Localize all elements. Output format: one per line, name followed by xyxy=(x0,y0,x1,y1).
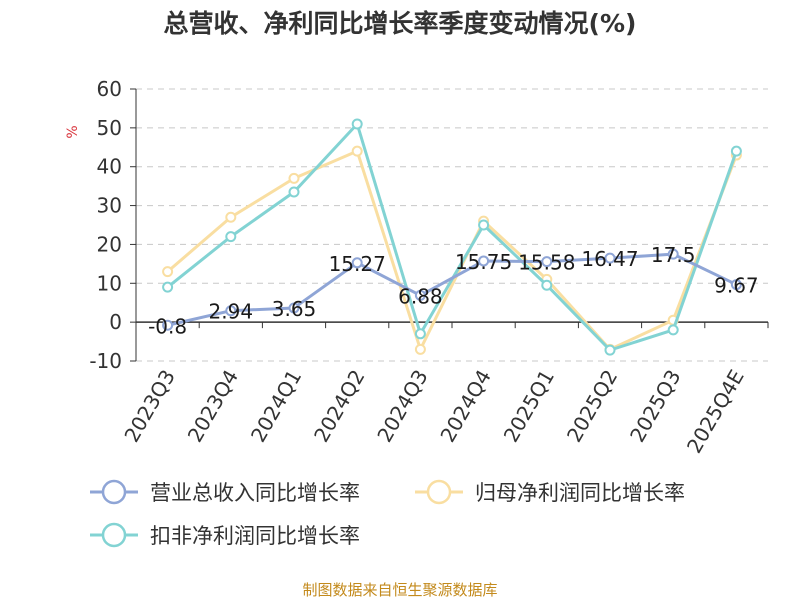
legend-marker-icon xyxy=(101,522,127,548)
data-point xyxy=(414,328,426,340)
data-point xyxy=(288,172,300,184)
y-tick-label: 60 xyxy=(97,77,122,101)
data-point xyxy=(541,279,553,291)
data-labels: -0.8 2.94 3.65 15.27 6.88 15.75 15.58 16.47 17.5… xyxy=(148,243,759,338)
legend-marker-icon xyxy=(426,479,452,505)
data-point xyxy=(667,248,679,260)
y-tick-label: 40 xyxy=(97,155,122,179)
series-lines xyxy=(162,118,742,356)
legend-item[interactable]: 归母净利润同比增长率 xyxy=(415,479,685,505)
y-tick-label: 10 xyxy=(97,271,122,295)
data-label: 2.94 xyxy=(209,300,254,324)
y-tick-label: 50 xyxy=(97,116,122,140)
legend-item[interactable]: 扣非净利润同比增长率 xyxy=(90,522,360,548)
data-point xyxy=(478,255,490,267)
series-line xyxy=(166,149,738,351)
x-tick-label: 2024Q2 xyxy=(309,366,369,447)
y-tick-label: -10 xyxy=(89,349,122,373)
x-tick-label: 2025Q2 xyxy=(562,366,622,447)
data-point xyxy=(667,324,679,336)
x-tick-label: 2025Q3 xyxy=(625,366,685,447)
x-tick-label: 2023Q4 xyxy=(183,366,243,447)
y-tick-label: 30 xyxy=(97,194,122,218)
data-point xyxy=(604,344,616,356)
data-point xyxy=(604,252,616,264)
data-label: 6.88 xyxy=(398,284,443,308)
chart-title: 总营收、净利同比增长率季度变动情况(%) xyxy=(164,9,637,38)
x-tick-label: 2025Q1 xyxy=(499,366,559,447)
data-point xyxy=(541,256,553,268)
source-note: 制图数据来自恒生聚源数据库 xyxy=(302,581,497,599)
data-point xyxy=(225,305,237,317)
data-point xyxy=(351,257,363,269)
data-label: 9.67 xyxy=(714,274,759,298)
y-axis-unit-label: % xyxy=(65,125,81,138)
x-tick-label: 2024Q4 xyxy=(435,366,495,447)
data-point xyxy=(225,211,237,223)
legend-label: 归母净利润同比增长率 xyxy=(475,481,685,505)
data-label: 15.58 xyxy=(518,251,575,275)
legend-label: 扣非净利润同比增长率 xyxy=(150,524,360,548)
data-point xyxy=(162,266,174,278)
data-point xyxy=(478,219,490,231)
data-label: 15.27 xyxy=(329,252,386,276)
data-point xyxy=(414,343,426,355)
data-point xyxy=(730,279,742,291)
data-point xyxy=(288,302,300,314)
y-tick-label: 0 xyxy=(109,310,122,334)
legend-label: 营业总收入同比增长率 xyxy=(150,481,360,505)
data-point xyxy=(351,118,363,130)
y-tick-label: 20 xyxy=(97,232,122,256)
x-tick-label: 2024Q1 xyxy=(246,366,306,447)
data-point xyxy=(225,231,237,243)
x-tick-label: 2024Q3 xyxy=(372,366,432,447)
series-line xyxy=(167,252,738,327)
data-label: 3.65 xyxy=(272,297,317,321)
x-tick-label: 2023Q3 xyxy=(119,366,179,447)
data-point xyxy=(162,281,174,293)
data-point xyxy=(351,145,363,157)
data-point xyxy=(730,145,742,157)
data-label: 16.47 xyxy=(581,247,638,271)
data-label: 15.75 xyxy=(455,250,512,274)
data-point xyxy=(414,289,426,301)
legend-item[interactable]: 营业总收入同比增长率 xyxy=(90,479,360,505)
data-point xyxy=(162,319,174,331)
data-point xyxy=(288,186,300,198)
legend-marker-icon xyxy=(101,479,127,505)
x-tick-label: 2025Q4E xyxy=(682,366,749,458)
data-label: 17.5 xyxy=(651,243,696,267)
data-label: -0.8 xyxy=(148,314,187,338)
